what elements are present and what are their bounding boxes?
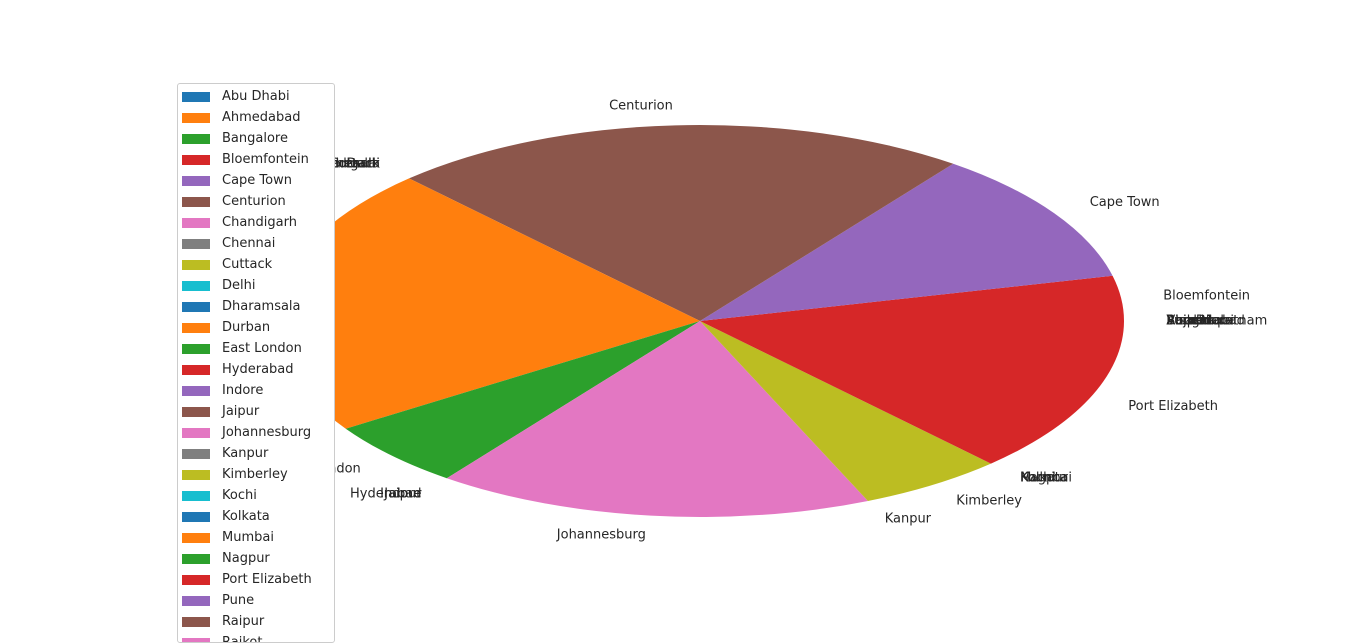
legend-item-chandigarh: Chandigarh — [182, 212, 297, 233]
slice-label-kimberley: Kimberley — [956, 494, 1022, 509]
legend-label: Nagpur — [222, 551, 270, 566]
legend-item-nagpur: Nagpur — [182, 548, 270, 569]
legend-item-durban: Durban — [182, 317, 270, 338]
legend-item-centurion: Centurion — [182, 191, 286, 212]
legend-label: Dharamsala — [222, 299, 301, 314]
legend-item-cuttack: Cuttack — [182, 254, 272, 275]
legend-swatch — [182, 617, 210, 627]
legend-swatch — [182, 323, 210, 333]
legend-swatch — [182, 281, 210, 291]
legend-item-bangalore: Bangalore — [182, 128, 288, 149]
legend-item-mumbai: Mumbai — [182, 527, 274, 548]
pie-slices — [276, 125, 1124, 517]
legend-label: Durban — [222, 320, 270, 335]
legend-label: Hyderabad — [222, 362, 294, 377]
legend-swatch — [182, 92, 210, 102]
legend-item-indore: Indore — [182, 380, 263, 401]
legend-item-kolkata: Kolkata — [182, 506, 270, 527]
legend-label: Kochi — [222, 488, 257, 503]
slice-label-jaipur: Jaipur — [383, 486, 422, 501]
legend-label: Bloemfontein — [222, 152, 309, 167]
legend-swatch — [182, 344, 210, 354]
legend-swatch — [182, 176, 210, 186]
legend-label: Centurion — [222, 194, 286, 209]
slice-label-kanpur: Kanpur — [885, 512, 932, 527]
legend-swatch — [182, 512, 210, 522]
legend-swatch — [182, 491, 210, 501]
legend-swatch — [182, 386, 210, 396]
legend-swatch — [182, 302, 210, 312]
legend-item-rajkot: Rajkot — [182, 632, 262, 643]
legend-label: Abu Dhabi — [222, 89, 290, 104]
slice-label-bloemfontein: Bloemfontein — [1163, 289, 1250, 304]
legend-label: Pune — [222, 593, 254, 608]
legend-swatch — [182, 470, 210, 480]
legend-label: Kanpur — [222, 446, 268, 461]
legend-item-pune: Pune — [182, 590, 254, 611]
legend-label: Chandigarh — [222, 215, 297, 230]
slice-label-port-elizabeth: Port Elizabeth — [1128, 399, 1218, 414]
legend-item-kanpur: Kanpur — [182, 443, 268, 464]
legend-label: East London — [222, 341, 302, 356]
legend-label: Johannesburg — [222, 425, 311, 440]
legend-item-jaipur: Jaipur — [182, 401, 259, 422]
legend-swatch — [182, 407, 210, 417]
legend-swatch — [182, 197, 210, 207]
legend-label: Kimberley — [222, 467, 288, 482]
slice-label-visakhapatnam: Visakhapatnam — [1166, 314, 1267, 329]
slice-label-johannesburg: Johannesburg — [556, 528, 646, 543]
legend-item-east-london: East London — [182, 338, 302, 359]
legend-item-bloemfontein: Bloemfontein — [182, 149, 309, 170]
legend-label: Chennai — [222, 236, 275, 251]
legend-swatch — [182, 596, 210, 606]
legend-swatch — [182, 239, 210, 249]
legend-item-hyderabad: Hyderabad — [182, 359, 294, 380]
legend: Abu Dhabi Ahmedabad Bangalore Bloemfontein C… — [177, 83, 335, 643]
legend-item-delhi: Delhi — [182, 275, 255, 296]
legend-swatch — [182, 638, 210, 643]
legend-label: Bangalore — [222, 131, 288, 146]
legend-swatch — [182, 428, 210, 438]
legend-label: Mumbai — [222, 530, 274, 545]
legend-label: Kolkata — [222, 509, 270, 524]
legend-item-dharamsala: Dharamsala — [182, 296, 301, 317]
legend-label: Jaipur — [222, 404, 259, 419]
legend-label: Cape Town — [222, 173, 292, 188]
legend-swatch — [182, 575, 210, 585]
legend-item-raipur: Raipur — [182, 611, 264, 632]
legend-swatch — [182, 260, 210, 270]
legend-item-kochi: Kochi — [182, 485, 257, 506]
legend-label: Ahmedabad — [222, 110, 300, 125]
legend-label: Rajkot — [222, 635, 262, 643]
legend-swatch — [182, 218, 210, 228]
legend-swatch — [182, 113, 210, 123]
slice-label-centurion: Centurion — [609, 98, 673, 113]
legend-swatch — [182, 533, 210, 543]
legend-item-ahmedabad: Ahmedabad — [182, 107, 300, 128]
slice-label-nagpur: Nagpur — [1020, 470, 1068, 485]
legend-item-abu-dhabi: Abu Dhabi — [182, 86, 290, 107]
legend-label: Indore — [222, 383, 263, 398]
legend-label: Cuttack — [222, 257, 272, 272]
legend-item-johannesburg: Johannesburg — [182, 422, 311, 443]
legend-item-kimberley: Kimberley — [182, 464, 288, 485]
legend-item-chennai: Chennai — [182, 233, 275, 254]
legend-item-cape-town: Cape Town — [182, 170, 292, 191]
legend-swatch — [182, 365, 210, 375]
legend-swatch — [182, 134, 210, 144]
legend-swatch — [182, 554, 210, 564]
legend-label: Delhi — [222, 278, 255, 293]
legend-swatch — [182, 449, 210, 459]
legend-item-port-elizabeth: Port Elizabeth — [182, 569, 312, 590]
legend-label: Port Elizabeth — [222, 572, 312, 587]
slice-label-cape-town: Cape Town — [1090, 195, 1160, 210]
legend-label: Raipur — [222, 614, 264, 629]
legend-swatch — [182, 155, 210, 165]
